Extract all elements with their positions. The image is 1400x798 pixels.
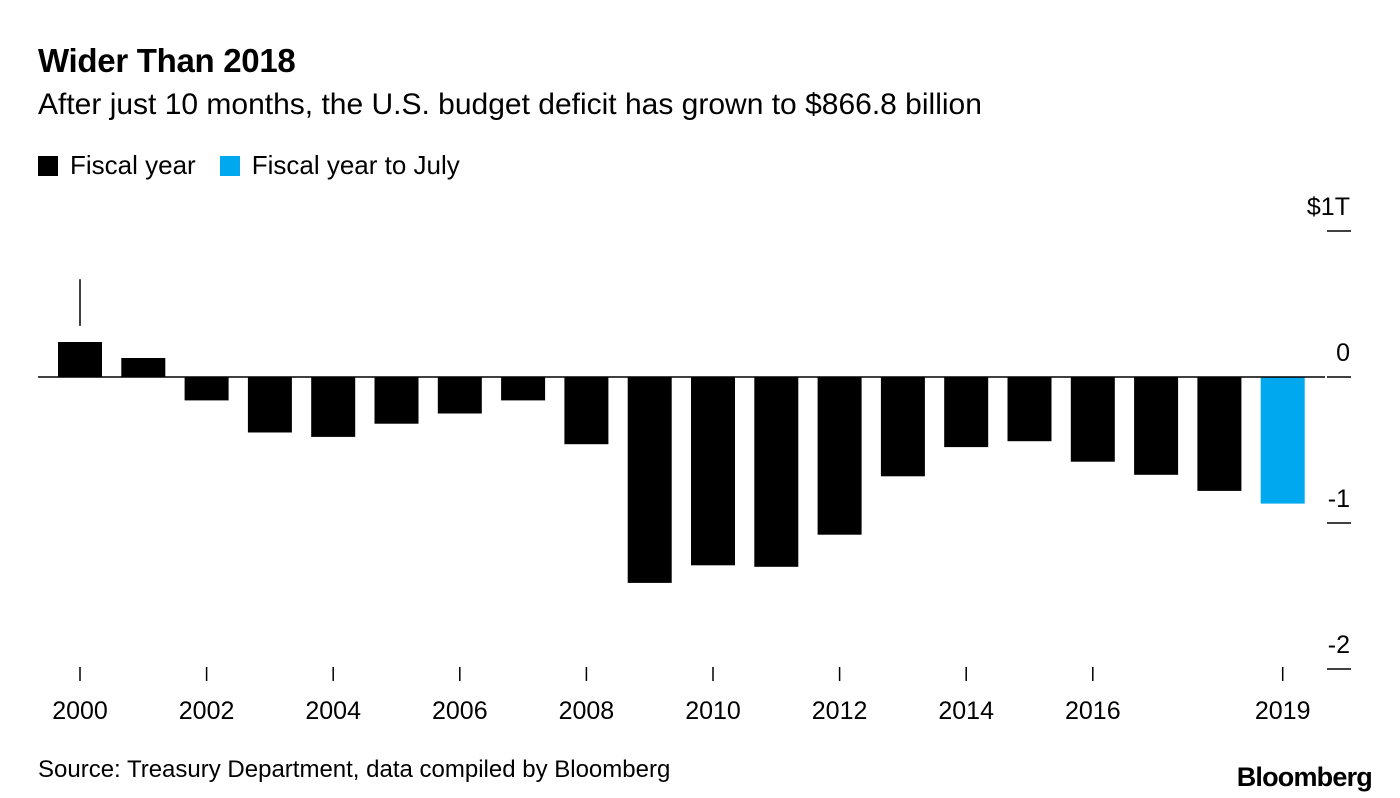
x-tick-label: 2006 xyxy=(432,697,488,725)
bar-2011 xyxy=(754,377,799,567)
legend-swatch-fiscal-year-to-july xyxy=(219,155,240,176)
bar-2019 xyxy=(1260,377,1305,504)
bar-2012 xyxy=(817,377,862,535)
bar-2001 xyxy=(121,358,166,377)
bar-2009 xyxy=(627,377,672,583)
legend-item-fiscal-year-to-july: Fiscal year to July xyxy=(219,150,460,181)
legend: Fiscal year Fiscal year to July xyxy=(38,150,484,181)
bar-2018 xyxy=(1197,377,1242,491)
legend-label-fiscal-year: Fiscal year xyxy=(70,150,196,180)
x-tick-label: 2002 xyxy=(179,697,235,725)
chart-subtitle: After just 10 months, the U.S. budget de… xyxy=(38,88,982,121)
x-tick-label: 2014 xyxy=(938,697,994,725)
bar-2013 xyxy=(880,377,925,477)
bar-2017 xyxy=(1134,377,1179,475)
bar-2005 xyxy=(374,377,419,424)
legend-swatch-fiscal-year xyxy=(38,155,58,176)
x-tick-label: 2010 xyxy=(685,697,741,725)
bar-2006 xyxy=(437,377,482,414)
y-tick-label: 0 xyxy=(1336,339,1350,367)
y-tick-label: $1T xyxy=(1307,193,1350,221)
bar-2004 xyxy=(311,377,356,437)
legend-label-fiscal-year-to-july: Fiscal year to July xyxy=(251,150,460,180)
bar-2010 xyxy=(691,377,735,566)
bar-2016 xyxy=(1070,377,1115,462)
bar-2002 xyxy=(184,377,229,401)
legend-item-fiscal-year: Fiscal year xyxy=(38,150,196,181)
bar-2003 xyxy=(247,377,292,433)
y-tick-label: -1 xyxy=(1328,485,1350,513)
bar-2000 xyxy=(58,342,102,377)
x-tick-label: 2016 xyxy=(1065,697,1121,725)
x-tick-label: 2000 xyxy=(52,697,108,725)
bar-2007 xyxy=(501,377,546,401)
source-note: Source: Treasury Department, data compil… xyxy=(38,756,671,783)
x-tick-label: 2004 xyxy=(305,697,361,725)
chart-title: Wider Than 2018 xyxy=(38,42,296,79)
x-tick-label: 2019 xyxy=(1255,697,1311,725)
bar-2008 xyxy=(564,377,609,445)
bloomberg-logo: Bloomberg xyxy=(1236,762,1373,792)
y-tick-label: -2 xyxy=(1328,631,1350,659)
bar-2015 xyxy=(1007,377,1052,442)
x-tick-label: 2008 xyxy=(559,697,615,725)
bar-2014 xyxy=(944,377,989,448)
x-tick-label: 2012 xyxy=(812,697,868,725)
